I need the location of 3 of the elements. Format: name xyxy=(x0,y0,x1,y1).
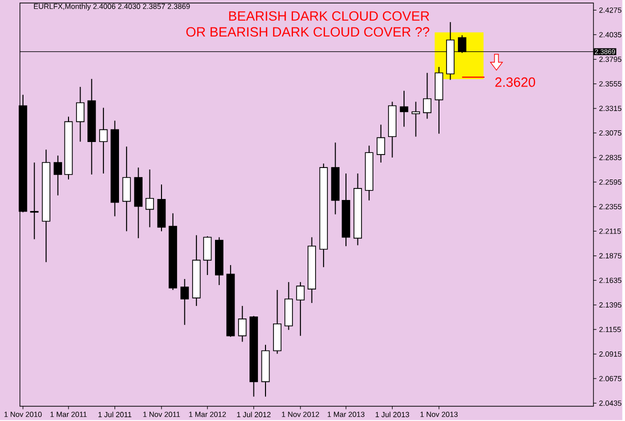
annotation: BEARISH DARK CLOUD COVER xyxy=(229,11,430,21)
annotation: 2.3620 xyxy=(495,78,536,88)
annotation: OR BEARISH DARK CLOUD COVER ?? xyxy=(186,27,430,37)
